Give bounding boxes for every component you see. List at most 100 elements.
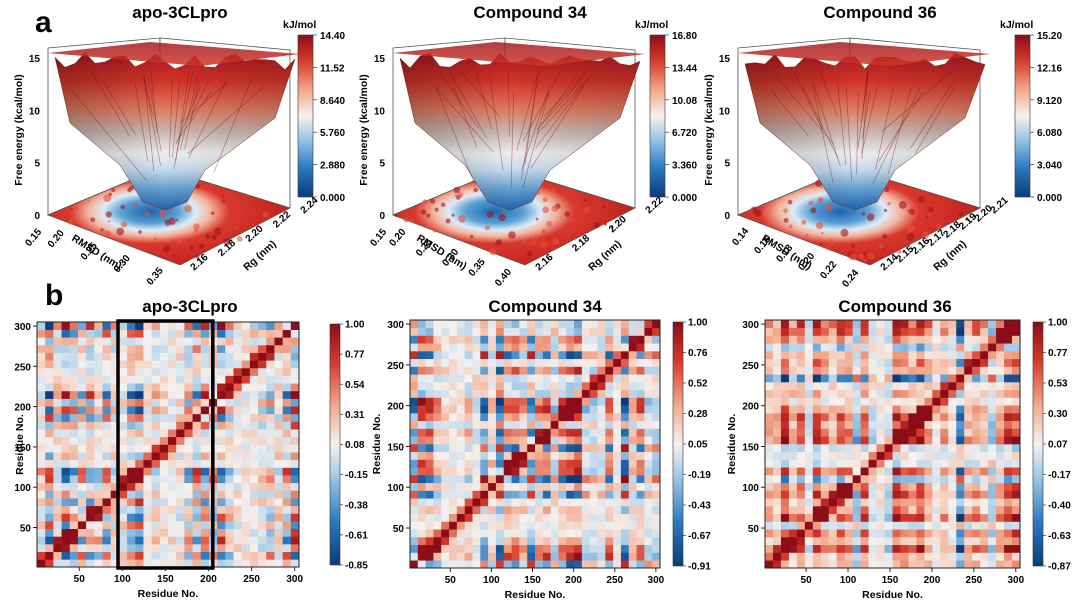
ccm-cell	[820, 521, 830, 530]
ccm-cell	[581, 397, 590, 406]
ccm-cell	[852, 436, 861, 445]
ccm-cell	[644, 459, 653, 468]
ccm-cell	[127, 337, 136, 346]
ccm-cell	[844, 335, 853, 344]
ccm-cell	[168, 459, 177, 468]
ccm-cell	[788, 498, 798, 507]
ccm-cell	[233, 459, 242, 468]
fel-floor-speckle	[262, 211, 269, 218]
ccm-cell	[127, 413, 136, 422]
ccm-cell	[519, 560, 528, 569]
ccm-cell	[168, 444, 177, 453]
ccm-cell	[135, 329, 144, 338]
ccm-cell	[535, 413, 544, 422]
colorbar-tick: 0.77	[345, 350, 365, 361]
ccm-cell	[37, 337, 46, 346]
ccm-cell	[417, 498, 426, 507]
ccm-cell	[550, 335, 559, 344]
ccm-cell	[45, 498, 54, 507]
ccm-cell	[948, 537, 957, 546]
ccm-cell	[796, 444, 806, 453]
ccm-cell	[176, 360, 185, 369]
fel-y-tick: 2.21	[989, 195, 1011, 216]
ccm-cell	[542, 413, 551, 422]
ccm-cell	[433, 498, 442, 507]
ccm-cell	[159, 444, 169, 453]
ccm-cell	[972, 413, 981, 422]
ccm-cell	[45, 452, 54, 461]
fel-floor-speckle	[767, 222, 771, 227]
ccm-cell	[908, 358, 917, 367]
ccm-cell	[964, 444, 973, 453]
ccm-cell	[233, 406, 242, 415]
ccm-cell	[535, 490, 544, 499]
ccm-cell	[644, 490, 653, 499]
ccm-cell	[820, 529, 830, 538]
ccm-cell	[472, 444, 481, 453]
ccm-cell	[151, 459, 161, 468]
ccm-cell	[900, 413, 909, 422]
ccm-cell	[503, 475, 512, 484]
ccm-cell	[464, 405, 473, 414]
ccm-cell	[258, 413, 267, 422]
ccm-cell	[868, 560, 877, 569]
ccm-cell	[135, 528, 144, 537]
fel-surface-streak	[772, 72, 835, 145]
ccm-cell	[258, 421, 267, 430]
ccm-cell	[274, 352, 283, 361]
ccm-cell	[176, 421, 185, 430]
ccm-cell	[290, 436, 300, 445]
ccm-cell	[110, 367, 120, 376]
ccm-cell	[118, 475, 128, 484]
ccm-cell	[417, 405, 426, 414]
ccm-cell	[948, 436, 957, 445]
ccm-cell	[892, 320, 901, 329]
ccm-cell	[636, 475, 645, 484]
ccm-cell	[519, 482, 528, 491]
ccm-cell	[472, 560, 481, 569]
ccm-cell	[282, 475, 292, 484]
ccm-cell	[282, 521, 292, 530]
ccm-cell	[1012, 490, 1021, 499]
ccm-cell	[274, 429, 283, 438]
ccm-cell	[916, 382, 925, 391]
colorbar-tick: 1.00	[1048, 318, 1068, 329]
ccm-cell	[836, 320, 845, 329]
colorbar-tick: 3.360	[672, 161, 697, 172]
ccm-cell	[410, 560, 419, 569]
ccm-cell	[868, 513, 877, 522]
ccm-cell	[852, 544, 861, 553]
ccm-cell	[151, 406, 161, 415]
fel-x-tick: 0.20	[46, 228, 67, 250]
ccm-cell	[652, 521, 661, 530]
ccm-cell	[37, 498, 46, 507]
ccm-cell	[566, 529, 575, 538]
ccm-cell	[828, 413, 838, 422]
ccm-cell	[159, 551, 169, 560]
fel-floor-speckle	[420, 209, 427, 215]
ccm-cell	[441, 537, 450, 546]
ccm-cell	[503, 343, 512, 352]
ccm-cell	[241, 559, 251, 568]
ccm-cell	[828, 374, 838, 383]
ccm-cell	[433, 537, 442, 546]
ccm-cell	[1004, 382, 1013, 391]
ccm-cell	[605, 506, 614, 515]
ccm-cell	[282, 360, 292, 369]
ccm-cell	[892, 560, 901, 569]
ccm-cell	[69, 513, 79, 522]
ccm-cell	[924, 467, 933, 476]
ccm-cell	[772, 358, 782, 367]
ccm-cell	[940, 459, 949, 468]
ccm-cell	[53, 490, 62, 499]
ccm-cell	[176, 459, 185, 468]
ccm-cell	[249, 536, 259, 545]
ccm-cell	[996, 459, 1005, 468]
ccm-cell	[290, 429, 300, 438]
ccm-cell	[472, 358, 481, 367]
ccm-cell	[964, 552, 973, 561]
ccm-cell	[924, 521, 933, 530]
fel-floor-speckle	[489, 248, 497, 256]
ccm-cell	[860, 490, 869, 499]
ccm-cell	[948, 351, 957, 360]
